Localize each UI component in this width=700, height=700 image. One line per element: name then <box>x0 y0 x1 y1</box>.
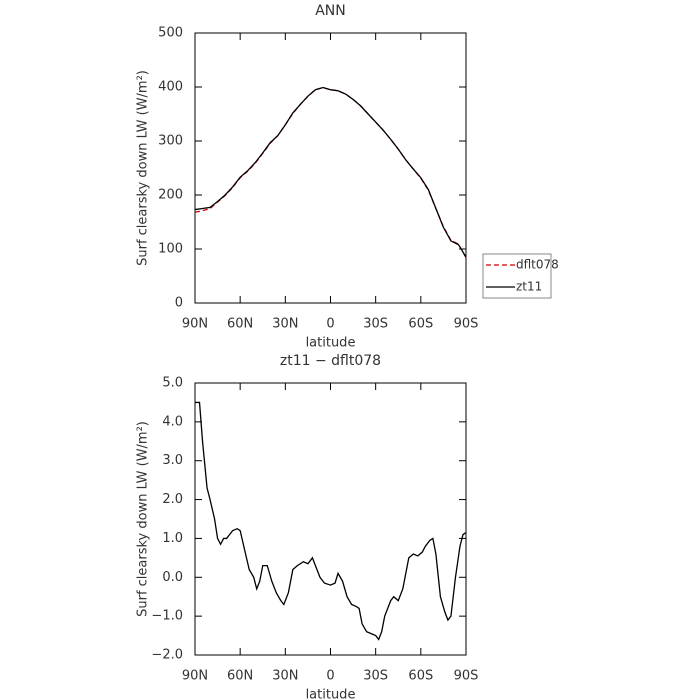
legend-label: zt11 <box>516 280 542 294</box>
x-tick-label: 0 <box>326 317 334 332</box>
x-tick-label: 60S <box>408 317 433 332</box>
y-tick-label: 100 <box>158 242 183 257</box>
x-tick-label: 30N <box>272 317 298 332</box>
chart-title: ANN <box>315 3 346 19</box>
chart-title: zt11 − dflt078 <box>280 353 381 369</box>
y-tick-label: 3.0 <box>162 453 183 468</box>
x-tick-label: 30S <box>363 669 388 684</box>
y-tick-label: 0.0 <box>162 570 183 585</box>
y-tick-label: −2.0 <box>151 648 183 663</box>
y-tick-label: 500 <box>158 26 183 41</box>
x-tick-label: 60N <box>227 317 253 332</box>
x-axis-label: latitude <box>306 336 356 351</box>
y-tick-label: 200 <box>158 188 183 203</box>
line <box>194 86 467 258</box>
y-axis-label: Surf clearsky down LW (W/m²) <box>136 421 151 617</box>
x-tick-label: 90S <box>454 317 479 332</box>
legend-label: dflt078 <box>516 258 559 272</box>
y-tick-label: 0 <box>175 296 183 311</box>
y-tick-label: 4.0 <box>162 414 183 429</box>
y-tick-label: 1.0 <box>162 531 183 546</box>
legend-box <box>482 253 552 299</box>
plot-frame <box>194 382 467 656</box>
y-tick-label: 2.0 <box>162 492 183 507</box>
x-tick-label: 30S <box>363 317 388 332</box>
y-tick-label: −1.0 <box>151 609 183 624</box>
x-tick-label: 90N <box>182 317 208 332</box>
plot-frame <box>194 32 467 304</box>
x-tick-label: 60N <box>227 669 253 684</box>
y-tick-label: 300 <box>158 134 183 149</box>
x-tick-label: 0 <box>326 669 334 684</box>
y-axis-label: Surf clearsky down LW (W/m²) <box>136 70 151 266</box>
x-axis-label: latitude <box>306 688 356 700</box>
x-tick-label: 90N <box>182 669 208 684</box>
x-tick-label: 30N <box>272 669 298 684</box>
y-tick-label: 5.0 <box>162 376 183 391</box>
y-tick-label: 400 <box>158 80 183 95</box>
x-tick-label: 60S <box>408 669 433 684</box>
line <box>194 86 467 258</box>
x-tick-label: 90S <box>454 669 479 684</box>
line <box>195 401 467 641</box>
